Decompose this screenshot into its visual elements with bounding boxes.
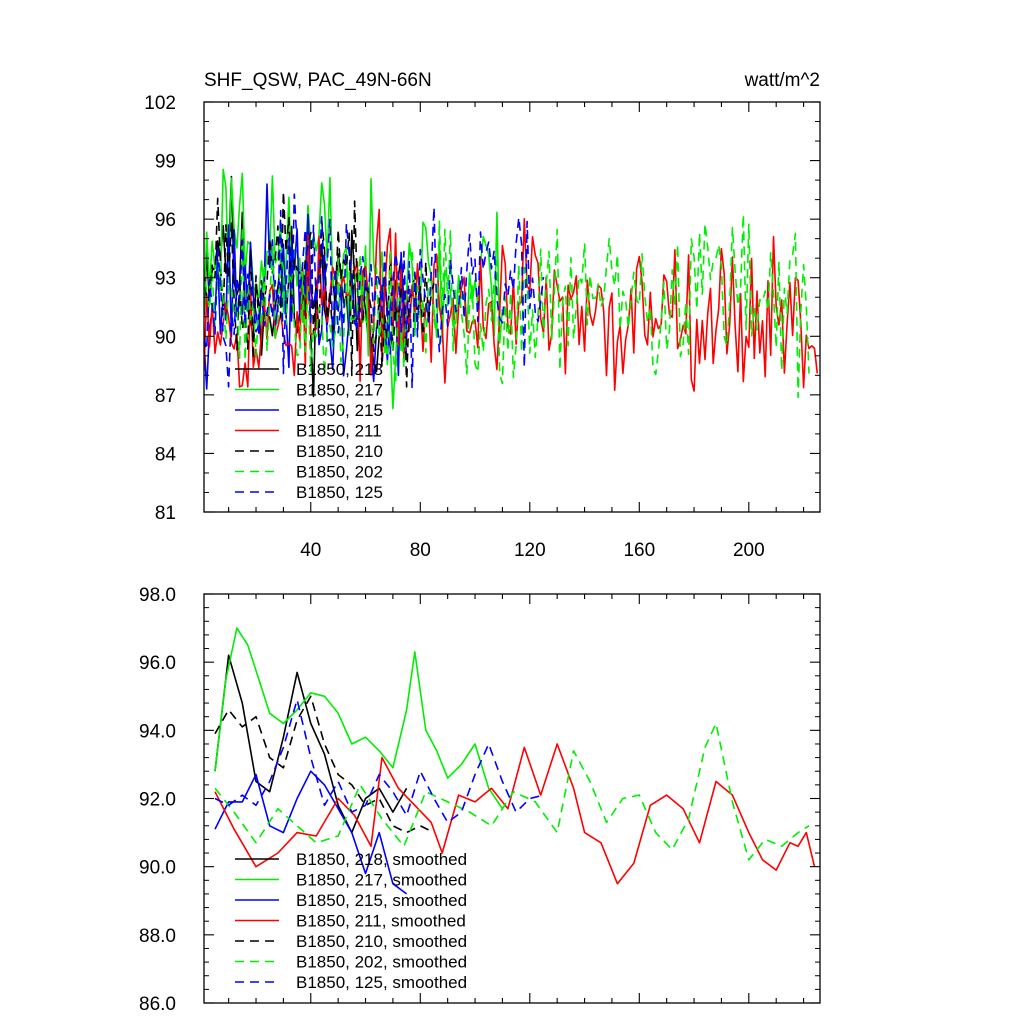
legend-label: B1850, 211 — [296, 422, 382, 441]
x-tick-label: 80 — [410, 540, 431, 561]
plot-area-top — [204, 168, 819, 410]
plot-frame-top — [203, 101, 821, 513]
x-tick-label: 120 — [514, 540, 546, 561]
y-tick-label: 96 — [155, 210, 176, 231]
legend-label: B1850, 218, smoothed — [296, 850, 467, 869]
chart-title: SHF_QSW, PAC_49N-66N — [204, 70, 432, 91]
series-line-top-6 — [204, 213, 810, 399]
series-line-bottom-1 — [214, 654, 408, 834]
legend-bottom: B1850, 218, smoothed B1850, 217, smoothed… — [235, 850, 467, 992]
series-line-bottom-7 — [214, 698, 544, 824]
y-tick-label: 99 — [155, 152, 176, 173]
series-line-bottom-5 — [214, 695, 435, 834]
y-tick-label: 96.0 — [139, 653, 176, 674]
legend-label: B1850, 210 — [296, 442, 383, 461]
y-tick-label: 87 — [155, 386, 176, 407]
legend-label: B1850, 125, smoothed — [296, 973, 467, 992]
series-line-bottom-6 — [214, 722, 810, 861]
series-line-bottom-2 — [214, 627, 504, 810]
y-tick-label: 93 — [155, 269, 176, 290]
bottom-panel: 86.0 88.0 90.0 92.0 94.0 96.0 98.0 B1850, 218, … — [139, 585, 821, 1015]
y-tick-label: 98.0 — [139, 585, 176, 606]
y-tick-label: 84 — [155, 444, 177, 465]
plot-area-bottom — [214, 627, 816, 895]
y-tick-label: 81 — [155, 503, 176, 524]
y-tick-label: 90.0 — [139, 858, 176, 879]
legend-label: B1850, 215 — [296, 401, 383, 420]
series-line-top-7 — [204, 193, 545, 389]
legend-label: B1850, 202, smoothed — [296, 953, 467, 972]
legend-label: B1850, 217 — [296, 381, 383, 400]
top-panel: 40 80 120 160 200 81 84 87 90 93 96 99 102 B1850, 218… — [144, 93, 821, 561]
y-tick-label: 102 — [144, 93, 176, 114]
legend-label: B1850, 202 — [296, 463, 383, 482]
series-line-bottom-3 — [214, 770, 408, 895]
legend-label: B1850, 125 — [296, 483, 383, 502]
series-line-top-5 — [204, 190, 435, 388]
legend-label: B1850, 218 — [296, 360, 383, 379]
legend-label: B1850, 215, smoothed — [296, 891, 467, 910]
legend-label: B1850, 210, smoothed — [296, 932, 467, 951]
y-tick-label: 94.0 — [139, 721, 176, 742]
x-tick-label: 40 — [300, 540, 321, 561]
x-tick-label: 200 — [733, 540, 765, 561]
x-tick-label: 160 — [623, 540, 655, 561]
y-tick-label: 88.0 — [139, 926, 176, 947]
legend-label: B1850, 211, smoothed — [296, 912, 466, 931]
y-tick-label: 90 — [155, 327, 176, 348]
units-label: watt/m^2 — [744, 70, 820, 91]
legend-label: B1850, 217, smoothed — [296, 871, 467, 890]
series-line-bottom-4 — [214, 743, 816, 885]
y-tick-label: 92.0 — [139, 790, 176, 811]
y-tick-label: 86.0 — [139, 994, 176, 1015]
